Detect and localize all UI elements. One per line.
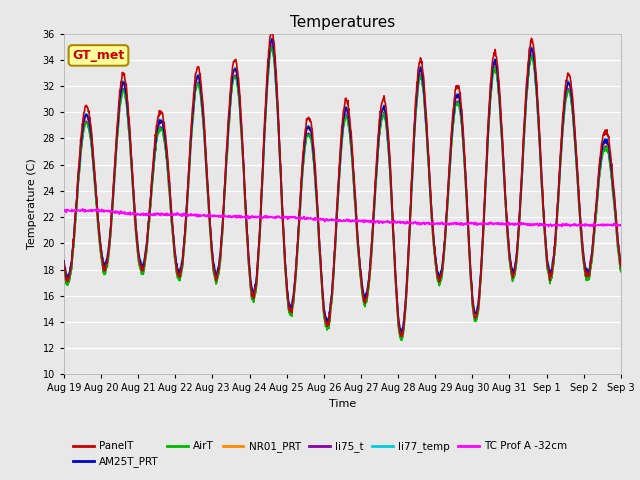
NR01_PRT [617,263,625,269]
AirT [268,44,276,50]
TC Prof A -32cm [246,215,254,220]
AirT [552,244,559,250]
Line: li75_t: li75_t [64,46,621,339]
li77_temp [268,35,276,41]
li77_temp [60,257,68,263]
AirT [184,194,191,200]
TC Prof A -32cm [617,222,625,228]
PanelT [429,235,437,241]
NR01_PRT [60,260,68,265]
li75_t [60,264,68,270]
AM25T_PRT [184,186,191,192]
li75_t [184,193,191,199]
AM25T_PRT [397,329,405,335]
X-axis label: Time: Time [329,399,356,409]
li75_t [552,242,559,248]
AM25T_PRT [552,236,559,242]
AirT [246,279,254,285]
li75_t [246,277,254,283]
Line: PanelT: PanelT [64,30,621,336]
Legend: PanelT, AM25T_PRT, AirT, NR01_PRT, li75_t, li77_temp, TC Prof A -32cm: PanelT, AM25T_PRT, AirT, NR01_PRT, li75_… [69,437,572,471]
li77_temp [184,185,191,191]
AM25T_PRT [60,258,68,264]
PanelT [246,274,254,279]
TC Prof A -32cm [552,222,559,228]
TC Prof A -32cm [545,224,552,229]
AirT [398,337,406,343]
Line: AM25T_PRT: AM25T_PRT [64,39,621,332]
NR01_PRT [184,187,191,193]
li77_temp [246,270,254,276]
li75_t [170,249,178,254]
TC Prof A -32cm [502,221,509,227]
Line: TC Prof A -32cm: TC Prof A -32cm [64,209,621,227]
AM25T_PRT [170,242,178,248]
PanelT [617,264,625,269]
Y-axis label: Temperature (C): Temperature (C) [27,158,37,250]
li75_t [502,215,510,221]
NR01_PRT [268,37,276,43]
NR01_PRT [502,210,510,216]
AM25T_PRT [617,261,625,267]
li75_t [268,43,276,48]
AirT [170,250,178,256]
li77_temp [397,328,405,334]
li75_t [617,268,625,274]
Line: NR01_PRT: NR01_PRT [64,40,621,334]
li77_temp [502,207,510,213]
TC Prof A -32cm [171,211,179,217]
li77_temp [552,234,559,240]
TC Prof A -32cm [79,206,86,212]
li77_temp [170,241,178,247]
Line: AirT: AirT [64,47,621,340]
NR01_PRT [246,273,254,278]
AM25T_PRT [268,36,276,42]
NR01_PRT [552,237,559,242]
Title: Temperatures: Temperatures [290,15,395,30]
li77_temp [429,232,437,238]
AM25T_PRT [429,234,437,240]
TC Prof A -32cm [60,207,68,213]
AM25T_PRT [246,271,254,277]
li75_t [429,240,437,246]
NR01_PRT [429,235,437,241]
AirT [429,241,437,247]
PanelT [60,260,68,266]
TC Prof A -32cm [429,221,437,227]
PanelT [184,184,191,190]
PanelT [552,239,559,244]
Text: GT_met: GT_met [72,49,125,62]
Line: li77_temp: li77_temp [64,38,621,331]
PanelT [268,27,276,33]
PanelT [170,244,178,250]
NR01_PRT [170,244,178,250]
AM25T_PRT [502,209,510,215]
AirT [60,265,68,271]
li77_temp [617,260,625,266]
PanelT [398,334,406,339]
AirT [502,217,510,223]
li75_t [397,336,405,342]
NR01_PRT [397,331,405,336]
AirT [617,269,625,275]
TC Prof A -32cm [184,212,192,218]
PanelT [502,209,510,215]
